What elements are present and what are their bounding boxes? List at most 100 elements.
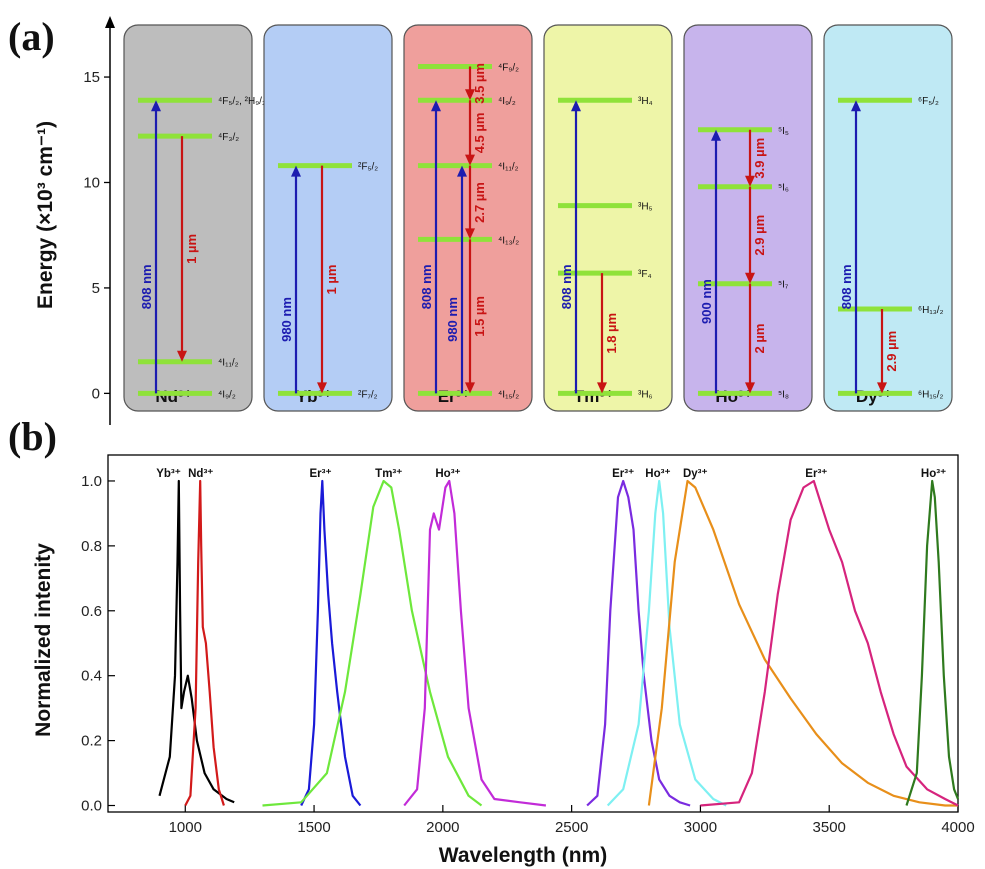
pump-label: 808 nm — [839, 264, 854, 309]
emission-arrowhead — [465, 89, 475, 101]
level-label: ⁴I₉/₂ — [218, 389, 236, 400]
peak-label: Ho³⁺ — [435, 468, 460, 480]
emission-label: 1.8 µm — [604, 313, 619, 354]
emission-label: 4.5 µm — [472, 113, 487, 154]
pump-label: 980 nm — [445, 297, 460, 342]
spectrum-line — [158, 479, 235, 804]
emission-arrowhead — [177, 350, 187, 362]
peak-label: Ho³⁺ — [921, 468, 946, 480]
y-tick-label: 0.8 — [81, 538, 102, 555]
y-tick-label: 1.0 — [81, 473, 102, 490]
ion-name: Nd³⁺ — [155, 387, 192, 406]
pump-label: 808 nm — [419, 264, 434, 309]
y-axis-arrowhead — [105, 16, 115, 28]
level-label: ³H₄ — [638, 96, 653, 107]
y-tick-label: 5 — [92, 280, 100, 297]
panel-b-label: (b) — [8, 414, 57, 459]
spectrum-line — [606, 479, 727, 807]
emission-spectra-panel: (b) 1000 1500 2000 2500 3000 3500 4000 0.0 0.2 0.… — [8, 414, 975, 867]
peak-label: Er³⁺ — [309, 468, 331, 480]
y-axis-title: Energy (×10³ cm⁻¹) — [34, 121, 57, 309]
y-tick-label: 0.0 — [81, 798, 102, 815]
level-label: ⁶H₁₃/₂ — [918, 305, 944, 316]
level-label: ²F₅/₂ — [358, 162, 378, 173]
ion-name: Tm³⁺ — [574, 387, 614, 406]
peak-label: Ho³⁺ — [645, 468, 670, 480]
emission-arrowhead — [745, 382, 755, 394]
x-tick-label: 2500 — [555, 819, 588, 836]
x-tick-label: 3500 — [813, 819, 846, 836]
level-label: ³H₆ — [638, 389, 653, 400]
spectrum-line — [403, 479, 547, 807]
ion-column: Dy³⁺ ⁶H₁₅/₂ ⁶H₁₃/₂ ⁶F₅/₂ 808 nm 2.9 µm — [823, 24, 953, 412]
energy-level-panel: (a) 0 5 10 15 Energy (×10³ cm⁻¹) Nd³⁺ ⁴I₉/₂ ⁴I₁… — [8, 14, 953, 425]
emission-label: 3.9 µm — [752, 138, 767, 179]
emission-label: 2.7 µm — [472, 182, 487, 223]
ion-column: Ho³⁺ ⁵I₈ ⁵I₇ ⁵I₆ ⁵I₅ 900 nm 3.9 µm 2.9 µm 2 µm — [683, 24, 813, 412]
level-label: ⁵I₅ — [778, 126, 789, 137]
level-label: ⁵I₇ — [778, 280, 789, 291]
x-tick-label: 2000 — [426, 819, 459, 836]
emission-label: 1 µm — [324, 265, 339, 295]
level-label: ⁵I₆ — [778, 183, 789, 194]
pump-arrowhead — [851, 100, 861, 112]
emission-arrowhead — [465, 154, 475, 166]
level-label: ⁴F₅/₂, ²H₉/₂ — [218, 96, 266, 107]
level-label: ³F₄ — [638, 269, 652, 280]
pump-arrowhead — [151, 100, 161, 112]
ion-box — [403, 24, 533, 412]
pump-arrowhead — [431, 100, 441, 112]
emission-arrowhead — [745, 175, 755, 187]
emission-label: 2.9 µm — [752, 215, 767, 256]
pump-label: 808 nm — [139, 264, 154, 309]
y-tick-label: 0 — [92, 385, 100, 402]
pump-arrowhead — [571, 100, 581, 112]
level-label: ²F₇/₂ — [358, 389, 378, 400]
y-axis-title: Normalized intenity — [32, 543, 55, 737]
ion-column: Er³⁺ ⁴I₁₅/₂ ⁴I₁₃/₂ ⁴I₁₁/₂ ⁴I₉/₂ ⁴F₉/₂ 808 nm 98… — [403, 24, 533, 412]
ion-name: Yb³⁺ — [296, 387, 332, 406]
pump-label: 900 nm — [699, 279, 714, 324]
x-tick-label: 3000 — [684, 819, 717, 836]
emission-label: 1 µm — [184, 234, 199, 264]
ion-box — [123, 24, 253, 412]
pump-arrowhead — [711, 129, 721, 141]
level-label: ⁴I₁₅/₂ — [498, 389, 519, 400]
emission-label: 2.9 µm — [884, 331, 899, 372]
ion-column: Tm³⁺ ³H₆ ³F₄ ³H₅ ³H₄ 808 nm 1.8 µm — [543, 24, 673, 412]
level-label: ⁴I₁₁/₂ — [498, 162, 519, 173]
spectrum-line — [262, 479, 483, 807]
level-label: ⁴I₁₁/₂ — [218, 358, 239, 369]
emission-arrowhead — [597, 382, 607, 394]
spectrum-line — [905, 479, 960, 806]
peak-label: Er³⁺ — [612, 468, 634, 480]
pump-label: 980 nm — [279, 297, 294, 342]
emission-arrowhead — [877, 382, 887, 394]
y-tick-label: 10 — [83, 174, 100, 191]
pump-label: 808 nm — [559, 264, 574, 309]
level-label: ⁶H₁₅/₂ — [918, 389, 944, 400]
y-tick-label: 15 — [83, 69, 100, 86]
emission-arrowhead — [465, 228, 475, 240]
ion-name: Dy³⁺ — [856, 387, 892, 406]
y-tick-label: 0.6 — [81, 603, 102, 620]
emission-label: 3.5 µm — [472, 63, 487, 104]
emission-label: 1.5 µm — [472, 296, 487, 337]
x-axis-title: Wavelength (nm) — [439, 844, 607, 867]
emission-arrowhead — [317, 382, 327, 394]
level-label: ⁵I₈ — [778, 389, 789, 400]
plot-frame — [107, 454, 959, 813]
x-tick-label: 4000 — [941, 819, 974, 836]
ion-column: Nd³⁺ ⁴I₉/₂ ⁴I₁₁/₂ ⁴F₃/₂ ⁴F₅/₂, ²H₉/₂ 808 nm 1 … — [123, 24, 266, 412]
spectrum-line — [184, 479, 225, 807]
level-label: ⁴F₃/₂ — [218, 132, 239, 143]
peak-label: Yb³⁺ — [156, 468, 181, 480]
peak-label: Dy³⁺ — [683, 468, 708, 480]
peak-label: Tm³⁺ — [375, 468, 402, 480]
peak-label: Nd³⁺ — [188, 468, 213, 480]
spectrum-line — [300, 479, 362, 807]
x-tick-label: 1500 — [297, 819, 330, 836]
peak-label: Er³⁺ — [805, 468, 827, 480]
y-tick-label: 0.2 — [81, 733, 102, 750]
